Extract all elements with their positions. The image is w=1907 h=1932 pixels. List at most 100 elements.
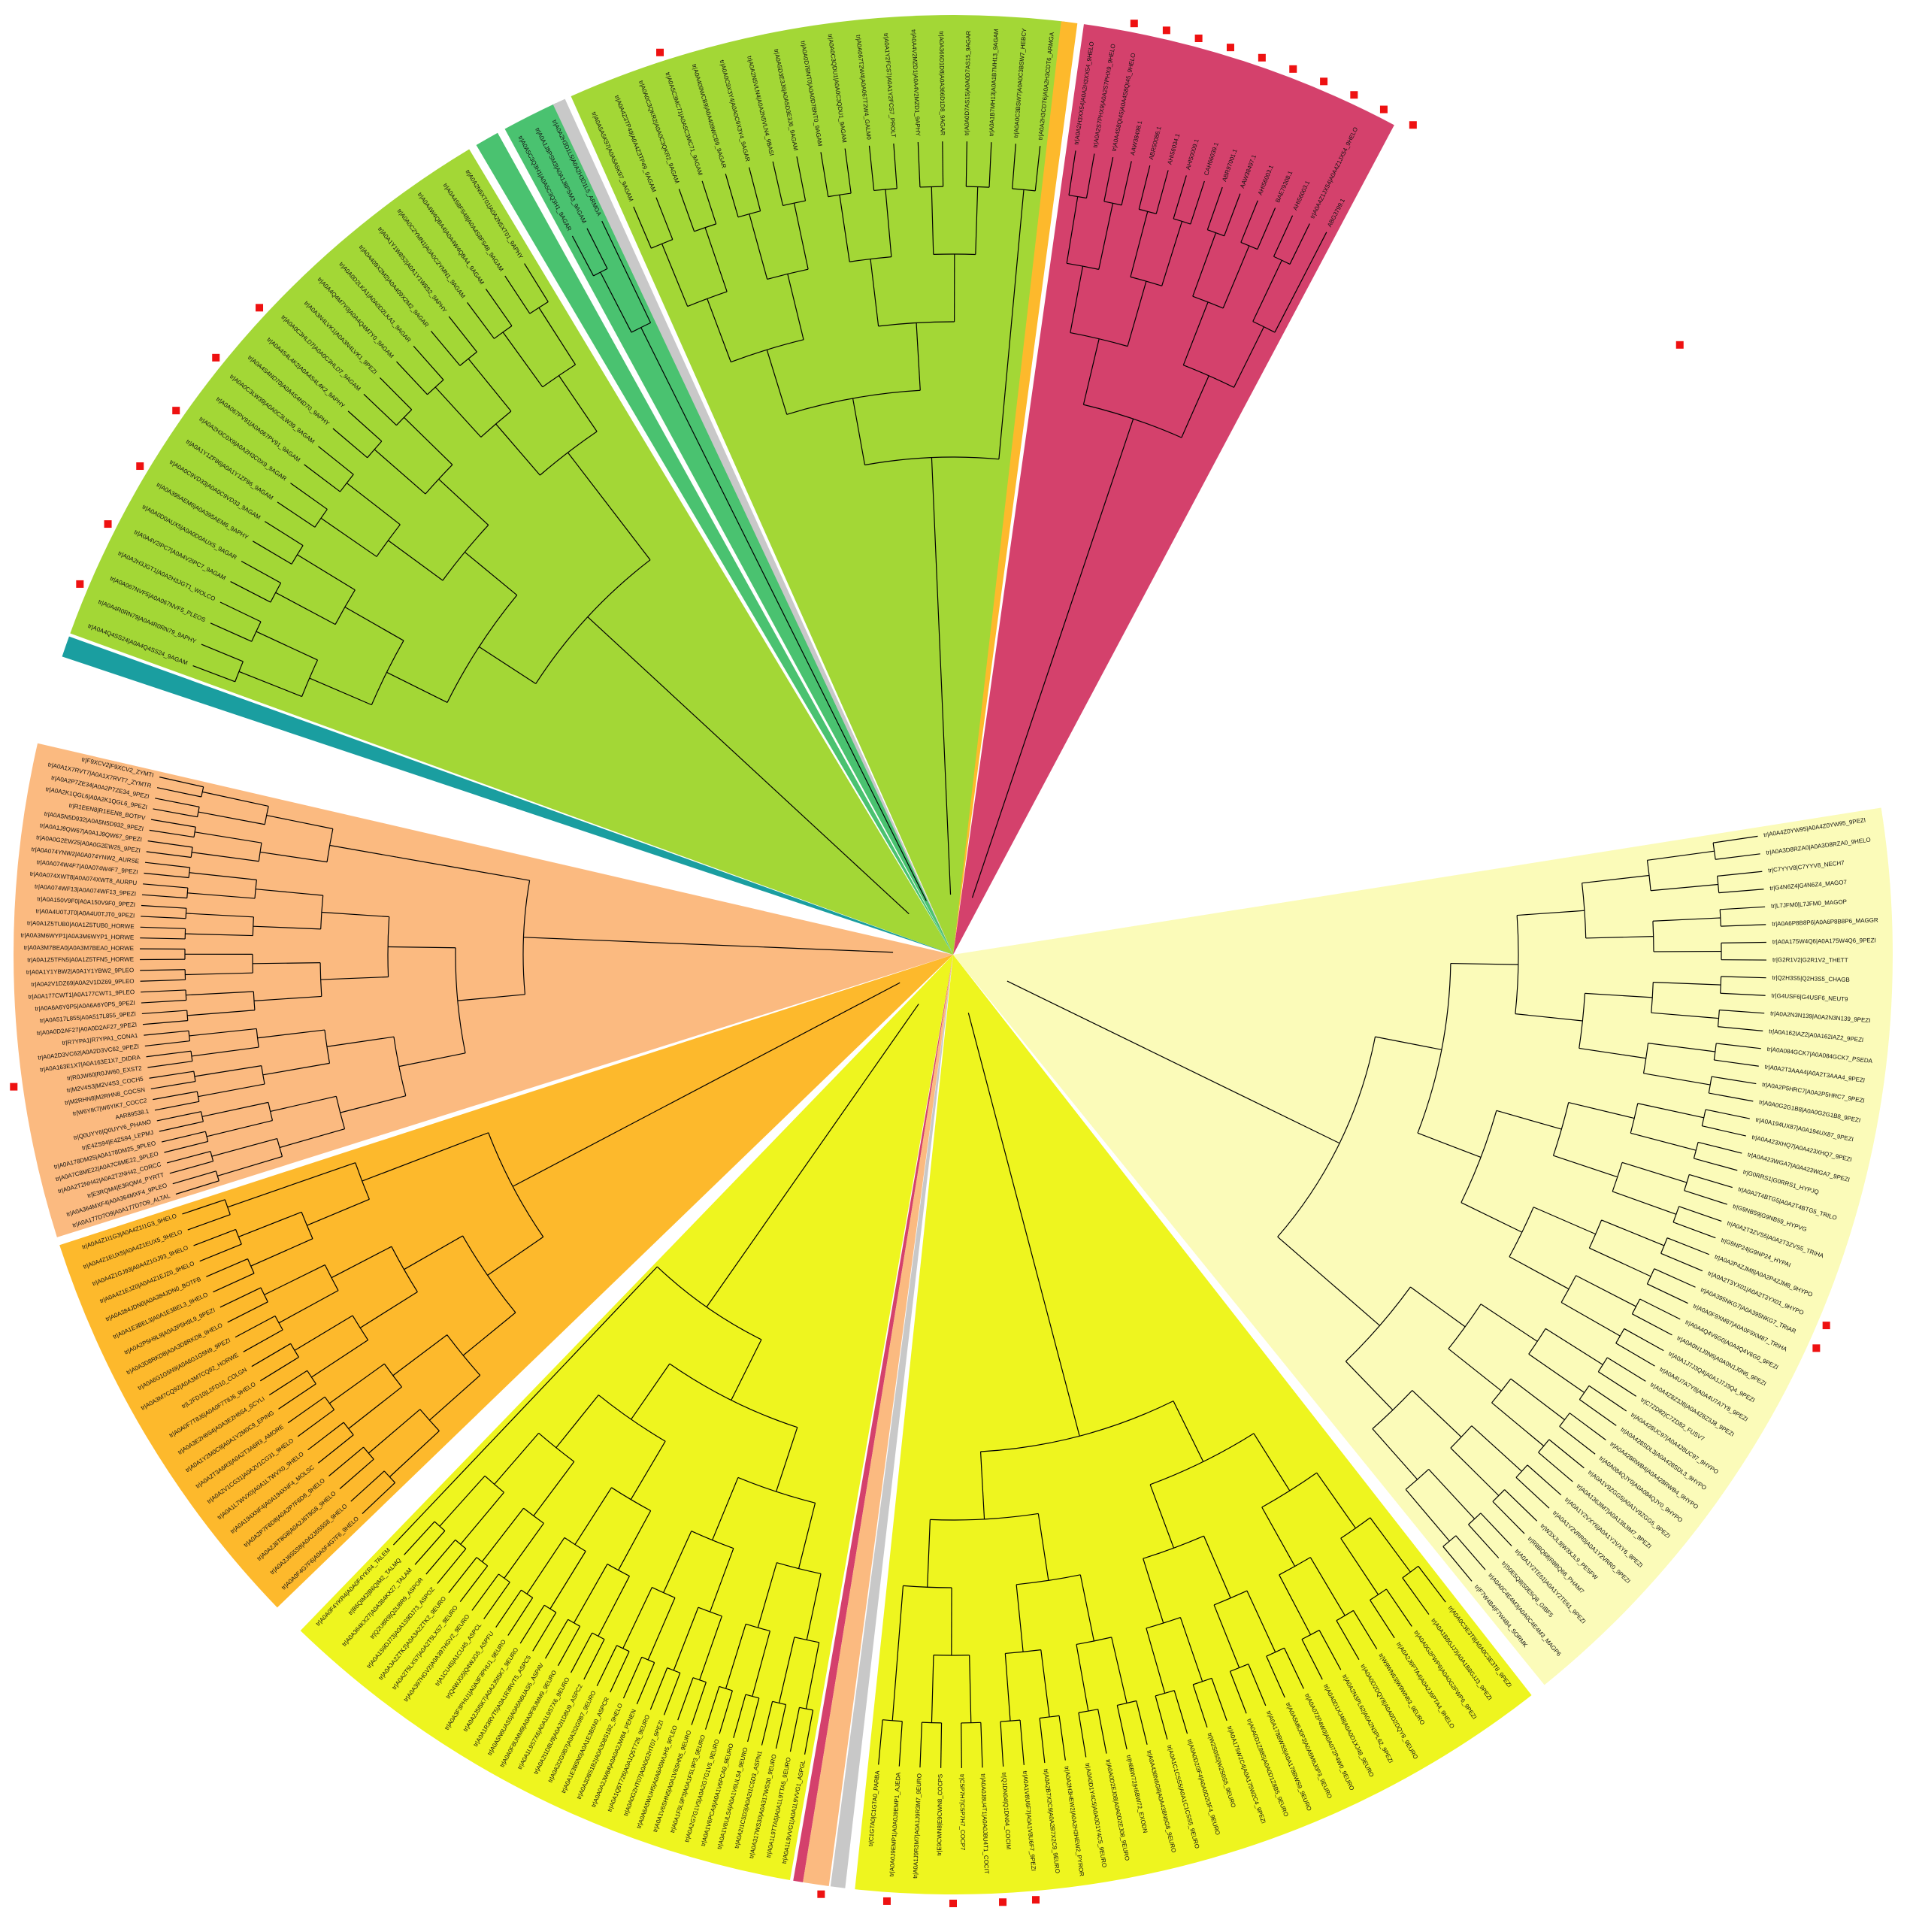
branch	[404, 416, 453, 465]
branch	[1480, 1304, 1538, 1342]
branch	[1654, 1268, 1696, 1288]
branch	[346, 483, 401, 525]
marker-square	[817, 1890, 825, 1898]
branch	[146, 851, 192, 858]
branch-arc	[667, 1667, 680, 1673]
branch	[1515, 1476, 1550, 1509]
branch	[1179, 1617, 1203, 1682]
branch	[558, 375, 598, 432]
branch-arc	[1213, 1590, 1248, 1606]
branch	[150, 819, 196, 828]
branch	[1515, 1013, 1583, 1022]
branch	[1405, 1488, 1450, 1542]
branch	[1206, 186, 1223, 230]
branch	[1637, 1103, 1704, 1119]
branch-root	[587, 616, 910, 915]
branch-arc	[1461, 1110, 1497, 1203]
branch	[655, 197, 674, 240]
branch	[398, 1052, 466, 1067]
branch	[1266, 1655, 1285, 1698]
branch	[1116, 1705, 1128, 1750]
branch	[988, 142, 992, 188]
clade-strip	[552, 98, 953, 955]
branch	[1678, 1206, 1722, 1222]
branch	[630, 1440, 666, 1500]
branch	[206, 1258, 248, 1277]
branch	[471, 1413, 519, 1464]
marker-square	[10, 1083, 18, 1091]
branch-arc	[903, 1585, 952, 1588]
branch	[238, 671, 302, 698]
branch	[1721, 924, 1766, 927]
branch	[1715, 853, 1760, 860]
branch	[805, 1642, 820, 1709]
red-markers	[10, 20, 1830, 1907]
branch-arc	[260, 1287, 268, 1303]
branch	[917, 141, 921, 187]
branch	[192, 665, 235, 683]
branch-arc	[687, 291, 728, 307]
branch	[230, 580, 271, 603]
branch	[219, 601, 262, 622]
branch	[504, 275, 531, 314]
branch	[268, 1370, 308, 1396]
branch	[1161, 221, 1183, 286]
branch	[1643, 1073, 1711, 1086]
branch	[478, 646, 537, 684]
branch-arc	[691, 1531, 734, 1549]
branch	[502, 332, 543, 388]
branch	[1034, 146, 1041, 191]
branch	[150, 1080, 196, 1090]
branch	[1480, 1513, 1512, 1546]
sector-peach	[14, 743, 954, 1237]
branch	[1652, 917, 1721, 922]
branch-arc	[1468, 1513, 1482, 1525]
branch	[191, 1046, 259, 1057]
branch	[691, 1682, 707, 1725]
branch	[596, 1645, 618, 1687]
clade-strip	[830, 955, 953, 1888]
branch	[462, 868, 530, 881]
branch	[331, 1246, 392, 1279]
branch	[731, 1339, 762, 1401]
branch	[1491, 1402, 1545, 1446]
branch	[965, 141, 967, 187]
branch	[213, 1273, 255, 1293]
branch	[1375, 1036, 1442, 1050]
branch	[467, 301, 495, 339]
branch-arc	[782, 200, 806, 207]
marker-square	[1812, 1344, 1821, 1352]
branch	[1017, 189, 1025, 258]
branch	[1155, 170, 1169, 214]
branch	[980, 1722, 983, 1768]
branch	[1450, 1447, 1500, 1496]
branch	[1257, 207, 1276, 250]
branch	[1417, 1132, 1482, 1158]
branch	[979, 1451, 985, 1519]
branch	[344, 607, 404, 641]
branch	[238, 1211, 302, 1237]
branch	[636, 1662, 655, 1705]
branch	[1274, 271, 1306, 333]
branch	[916, 323, 921, 391]
branch	[483, 1582, 510, 1620]
branch	[897, 1585, 904, 1654]
marker-square	[136, 462, 144, 471]
branch-arc	[1612, 1162, 1623, 1192]
branch	[328, 1363, 385, 1404]
branch	[192, 852, 259, 862]
branch-arc	[1068, 195, 1087, 199]
branch	[1345, 1361, 1394, 1411]
branch	[1711, 1076, 1757, 1085]
branch	[1702, 1125, 1746, 1137]
branch	[1694, 1158, 1738, 1171]
branch	[146, 1050, 192, 1058]
branch	[320, 976, 389, 980]
branch	[156, 787, 201, 798]
branch	[555, 1394, 599, 1449]
branch	[1651, 1012, 1719, 1019]
branch	[1192, 232, 1217, 297]
branch	[1560, 1301, 1621, 1337]
leaf-label: tr|A0A1Y1YBW2|A0A1Y1YBW2_9PLEO	[26, 967, 134, 976]
branch	[141, 989, 186, 993]
